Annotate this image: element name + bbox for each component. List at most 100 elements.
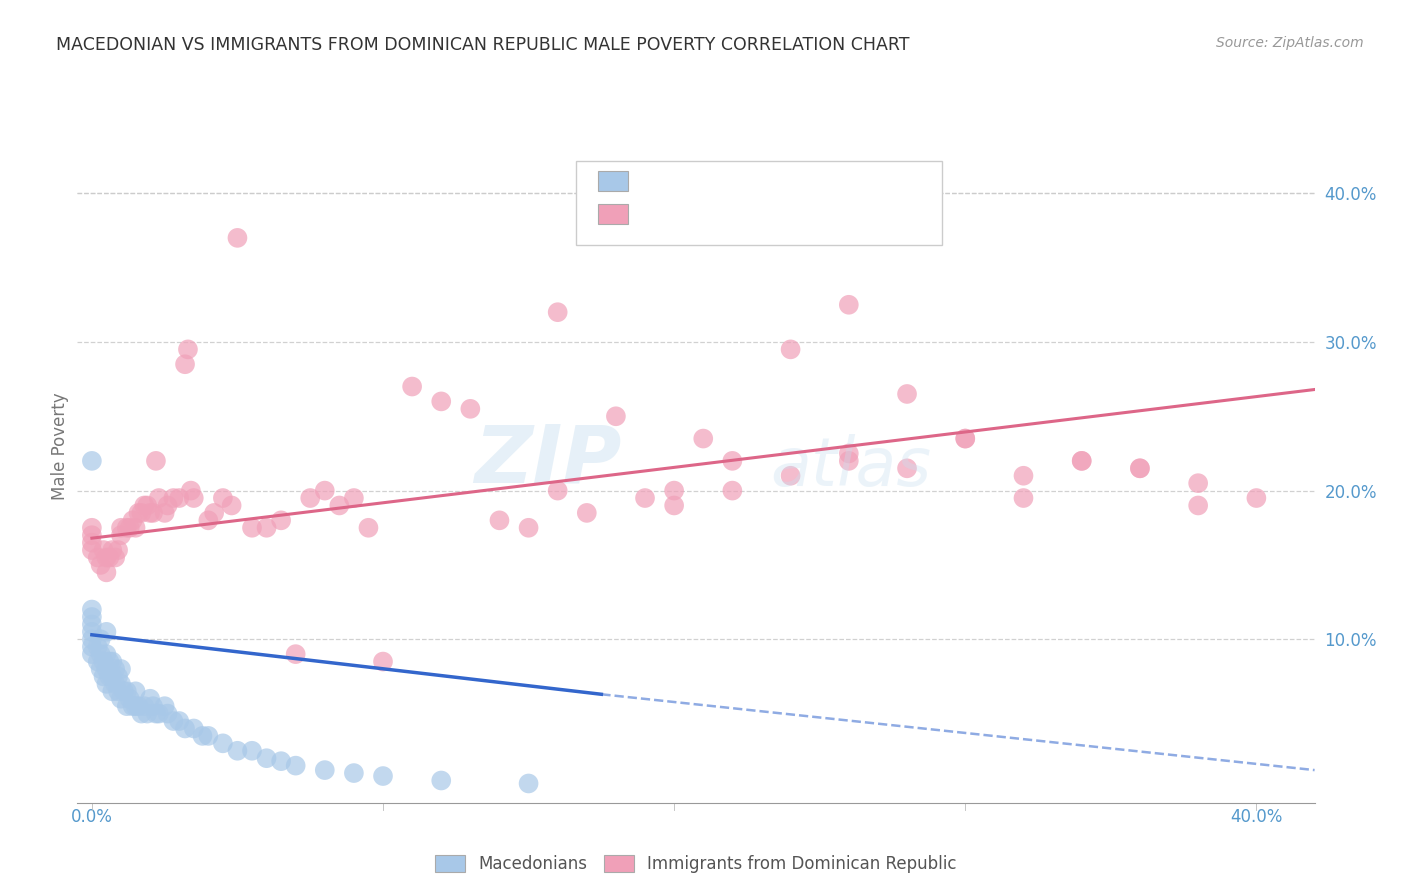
Point — [96, 677, 118, 691]
Point — [838, 298, 860, 312]
Point — [139, 506, 162, 520]
Point — [96, 566, 118, 580]
Point — [167, 491, 190, 505]
Point — [662, 483, 685, 498]
Point — [605, 409, 627, 424]
Point — [153, 699, 176, 714]
Point — [1246, 491, 1268, 505]
Point — [110, 528, 132, 542]
Point — [1187, 499, 1209, 513]
Point — [98, 669, 121, 683]
Point — [401, 379, 423, 393]
Point — [80, 454, 103, 468]
Point — [197, 513, 219, 527]
Point — [634, 491, 657, 505]
Text: N =: N = — [759, 205, 799, 223]
Point — [371, 655, 394, 669]
Point — [162, 491, 184, 505]
Point — [124, 521, 146, 535]
Point — [430, 394, 453, 409]
Point — [721, 454, 744, 468]
Text: 65: 65 — [799, 172, 821, 190]
Point — [80, 543, 103, 558]
Point — [197, 729, 219, 743]
Point — [142, 699, 165, 714]
Point — [180, 483, 202, 498]
Text: 0.381: 0.381 — [682, 205, 740, 223]
Y-axis label: Male Poverty: Male Poverty — [51, 392, 69, 500]
Point — [430, 773, 453, 788]
Point — [256, 751, 278, 765]
Point — [1070, 454, 1092, 468]
Point — [80, 521, 103, 535]
Point — [183, 491, 205, 505]
Point — [191, 729, 214, 743]
Point — [96, 550, 118, 565]
Point — [96, 647, 118, 661]
Point — [692, 432, 714, 446]
Text: -0.318: -0.318 — [682, 172, 740, 190]
Point — [118, 521, 141, 535]
Point — [328, 499, 350, 513]
Point — [183, 722, 205, 736]
Point — [131, 706, 153, 721]
Point — [127, 506, 149, 520]
Point — [101, 669, 124, 683]
Point — [80, 640, 103, 654]
Point — [98, 655, 121, 669]
Point — [174, 722, 197, 736]
Point — [104, 662, 127, 676]
Point — [240, 744, 263, 758]
Point — [110, 521, 132, 535]
Point — [121, 699, 143, 714]
Point — [90, 647, 112, 661]
Point — [153, 506, 176, 520]
Point — [101, 684, 124, 698]
Text: R =: R = — [640, 205, 679, 223]
Point — [80, 632, 103, 647]
Point — [115, 684, 138, 698]
Point — [93, 669, 115, 683]
Point — [156, 706, 179, 721]
Point — [174, 357, 197, 371]
Point — [547, 483, 569, 498]
Point — [575, 506, 598, 520]
Point — [284, 758, 307, 772]
Point — [148, 706, 170, 721]
Point — [1070, 454, 1092, 468]
Point — [90, 632, 112, 647]
Point — [896, 387, 918, 401]
Point — [1012, 468, 1035, 483]
Point — [256, 521, 278, 535]
Point — [96, 662, 118, 676]
Point — [131, 506, 153, 520]
Point — [98, 550, 121, 565]
Point — [226, 231, 249, 245]
Point — [156, 499, 179, 513]
Point — [167, 714, 190, 728]
Text: 83: 83 — [799, 205, 821, 223]
Point — [1129, 461, 1152, 475]
Text: MACEDONIAN VS IMMIGRANTS FROM DOMINICAN REPUBLIC MALE POVERTY CORRELATION CHART: MACEDONIAN VS IMMIGRANTS FROM DOMINICAN … — [56, 36, 910, 54]
Point — [779, 468, 801, 483]
Point — [101, 543, 124, 558]
Point — [357, 521, 380, 535]
Point — [838, 446, 860, 460]
Point — [107, 684, 129, 698]
Point — [93, 655, 115, 669]
Point — [136, 499, 159, 513]
Point — [115, 699, 138, 714]
Point — [226, 744, 249, 758]
Text: atlas: atlas — [770, 434, 931, 500]
Point — [270, 754, 292, 768]
Point — [86, 550, 108, 565]
Point — [90, 558, 112, 572]
Point — [145, 454, 167, 468]
Point — [662, 499, 685, 513]
Point — [136, 706, 159, 721]
Point — [177, 343, 200, 357]
Point — [955, 432, 977, 446]
Point — [80, 528, 103, 542]
Point — [212, 491, 235, 505]
Point — [547, 305, 569, 319]
